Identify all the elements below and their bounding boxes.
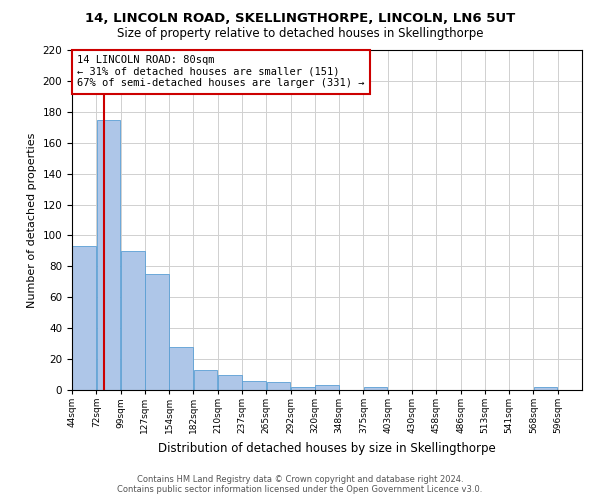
Bar [145,274,169,390]
Bar [121,251,145,390]
Bar [194,370,217,390]
Bar [242,380,266,390]
Text: 14, LINCOLN ROAD, SKELLINGTHORPE, LINCOLN, LN6 5UT: 14, LINCOLN ROAD, SKELLINGTHORPE, LINCOL… [85,12,515,26]
Bar [291,387,314,390]
Bar [533,387,557,390]
Bar [72,246,96,390]
Text: Size of property relative to detached houses in Skellingthorpe: Size of property relative to detached ho… [117,28,483,40]
Text: 14 LINCOLN ROAD: 80sqm
← 31% of detached houses are smaller (151)
67% of semi-de: 14 LINCOLN ROAD: 80sqm ← 31% of detached… [77,55,365,88]
Bar [169,346,193,390]
Bar [315,386,339,390]
Text: Contains HM Land Registry data © Crown copyright and database right 2024.
Contai: Contains HM Land Registry data © Crown c… [118,474,482,494]
Y-axis label: Number of detached properties: Number of detached properties [27,132,37,308]
Bar [266,382,290,390]
Bar [218,374,242,390]
Bar [364,387,388,390]
Bar [97,120,121,390]
X-axis label: Distribution of detached houses by size in Skellingthorpe: Distribution of detached houses by size … [158,442,496,454]
